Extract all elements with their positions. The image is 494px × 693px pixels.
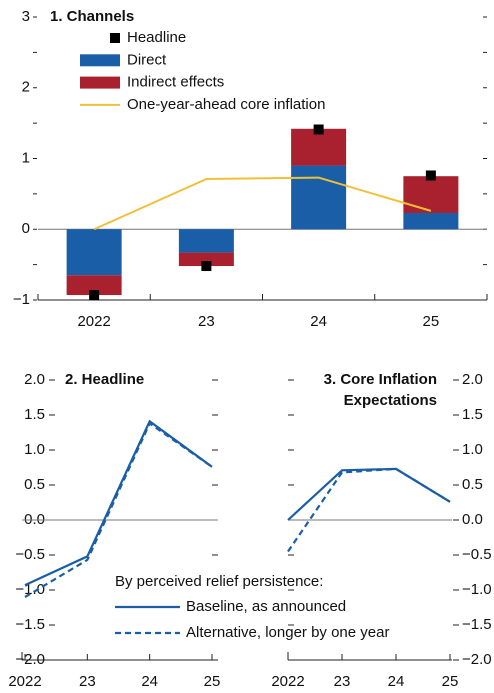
y-tick-label: 1 (22, 149, 30, 166)
chart-title: 3. Core Inflation (324, 371, 437, 388)
bar-segment (291, 128, 347, 166)
chart-title: 2. Headline (65, 371, 144, 388)
x-tick-label: 24 (310, 313, 327, 330)
y-tick-label: 2.0 (462, 371, 483, 388)
y-tick-label: −2.0 (15, 651, 45, 668)
y-tick-label: −1.5 (462, 616, 492, 633)
bar-segment (403, 212, 459, 230)
chart-title: Expectations (344, 392, 437, 409)
y-tick-label: −2.0 (462, 651, 492, 668)
y-tick-label: −1 (13, 291, 30, 308)
legend-label: Direct (127, 51, 167, 68)
x-tick-label: 24 (141, 673, 158, 690)
y-tick-label: −1.5 (15, 616, 45, 633)
x-tick-label: 25 (442, 673, 459, 690)
y-tick-label: 1.5 (462, 406, 483, 423)
x-tick-label: 2022 (8, 673, 41, 690)
headline-marker (425, 170, 436, 181)
alternative-line (287, 467, 451, 553)
y-tick-label: 3 (22, 8, 30, 25)
baseline-line (287, 467, 451, 521)
bar-segment (403, 176, 459, 213)
y-tick-label: 2.0 (24, 371, 45, 388)
core-inflation-line (93, 176, 432, 231)
legend-label: Baseline, as announced (186, 598, 346, 615)
chart-title: 1. Channels (50, 8, 134, 25)
bar-segment (178, 252, 234, 267)
y-tick-label: −1.0 (15, 581, 45, 598)
y-tick-label: 0 (22, 220, 30, 237)
x-tick-label: 24 (388, 673, 405, 690)
y-tick-label: 0.0 (24, 511, 45, 528)
headline-marker (201, 261, 212, 272)
legend-title: By perceived relief persistence: (115, 573, 323, 590)
x-tick-label: 23 (198, 313, 215, 330)
x-tick-label: 2022 (271, 673, 304, 690)
y-tick-label: 0.5 (462, 476, 483, 493)
y-tick-label: 0.0 (462, 511, 483, 528)
legend-swatch (110, 33, 120, 43)
y-tick-label: 0.5 (24, 476, 45, 493)
y-tick-label: −0.5 (15, 546, 45, 563)
headline-marker (313, 124, 324, 135)
x-tick-label: 23 (79, 673, 96, 690)
x-tick-label: 25 (204, 673, 221, 690)
headline-marker (89, 290, 100, 301)
y-tick-label: 1.0 (24, 441, 45, 458)
legend-swatch (80, 76, 120, 89)
y-tick-label: 1.0 (462, 441, 483, 458)
x-tick-label: 23 (334, 673, 351, 690)
y-tick-label: −0.5 (462, 546, 492, 563)
baseline-line (24, 419, 213, 587)
legend-label: Headline (127, 29, 186, 46)
y-tick-label: 1.5 (24, 406, 45, 423)
bar-segment (66, 229, 122, 276)
legend-swatch (80, 54, 120, 67)
legend-label: Indirect effects (127, 74, 224, 91)
legend-label: Alternative, longer by one year (186, 624, 389, 641)
alternative-line (24, 421, 213, 598)
y-tick-label: 2 (22, 79, 30, 96)
x-tick-label: 2022 (77, 313, 110, 330)
bar-segment (291, 165, 347, 230)
bar-segment (178, 229, 234, 253)
x-tick-label: 25 (423, 313, 440, 330)
legend-label: One-year-ahead core inflation (127, 96, 325, 113)
bar-segment (66, 275, 122, 296)
y-tick-label: −1.0 (462, 581, 492, 598)
